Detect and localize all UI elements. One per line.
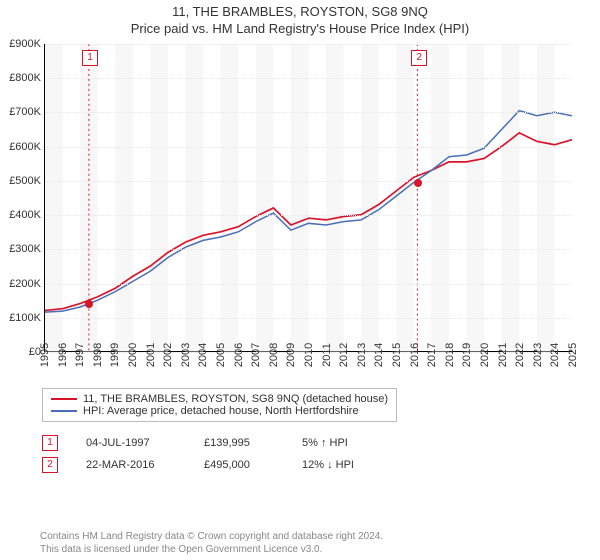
x-axis-label: 2010 [303, 343, 315, 367]
line-series [45, 44, 572, 351]
legend-item: HPI: Average price, detached house, Nort… [51, 405, 388, 417]
legend-item: 11, THE BRAMBLES, ROYSTON, SG8 9NQ (deta… [51, 393, 388, 405]
chart-container: { "title": "11, THE BRAMBLES, ROYSTON, S… [0, 0, 600, 560]
sale-marker-dot [414, 179, 422, 187]
sale-index-box: 1 [42, 435, 58, 451]
x-axis-label: 2025 [567, 343, 579, 367]
chart-title: 11, THE BRAMBLES, ROYSTON, SG8 9NQ [0, 0, 600, 19]
x-axis-label: 1995 [39, 343, 51, 367]
legend-swatch [51, 398, 77, 400]
x-axis-label: 2005 [215, 343, 227, 367]
legend: 11, THE BRAMBLES, ROYSTON, SG8 9NQ (deta… [42, 388, 397, 422]
x-axis-label: 2012 [338, 343, 350, 367]
attribution: Contains HM Land Registry data © Crown c… [40, 530, 383, 556]
chart-subtitle: Price paid vs. HM Land Registry's House … [0, 19, 600, 36]
sale-index-box: 2 [42, 457, 58, 473]
x-axis-label: 2000 [127, 343, 139, 367]
x-axis-label: 2013 [356, 343, 368, 367]
x-axis-label: 2023 [532, 343, 544, 367]
x-axis-label: 2004 [197, 343, 209, 367]
x-axis-label: 2022 [514, 343, 526, 367]
legend-label: 11, THE BRAMBLES, ROYSTON, SG8 9NQ (deta… [83, 393, 388, 405]
x-axis-label: 1999 [109, 343, 121, 367]
x-axis-label: 2008 [268, 343, 280, 367]
x-axis-label: 2017 [426, 343, 438, 367]
legend-swatch [51, 410, 77, 412]
sale-marker-box: 2 [411, 50, 427, 66]
attribution-line: This data is licensed under the Open Gov… [40, 543, 383, 556]
x-axis-label: 2001 [145, 343, 157, 367]
x-axis-label: 2002 [162, 343, 174, 367]
gridline-h [45, 78, 572, 79]
x-axis-label: 2021 [497, 343, 509, 367]
legend-label: HPI: Average price, detached house, Nort… [83, 405, 359, 417]
gridline-h [45, 284, 572, 285]
x-axis-label: 1996 [57, 343, 69, 367]
x-axis-label: 2011 [321, 343, 333, 367]
y-axis-label: £900K [9, 38, 41, 50]
sale-date: 22-MAR-2016 [86, 459, 176, 471]
sale-row: 2 22-MAR-2016 £495,000 12% ↓ HPI [42, 454, 354, 476]
gridline-h [45, 44, 572, 45]
x-axis-label: 2018 [444, 343, 456, 367]
x-axis-label: 2007 [250, 343, 262, 367]
sale-marker-dot [85, 300, 93, 308]
x-axis-label: 2014 [373, 343, 385, 367]
sale-delta: 5% ↑ HPI [302, 437, 348, 449]
plot-area: £0£100K£200K£300K£400K£500K£600K£700K£80… [44, 44, 572, 352]
x-axis-label: 2020 [479, 343, 491, 367]
gridline-h [45, 318, 572, 319]
sale-price: £495,000 [204, 459, 274, 471]
gridline-h [45, 181, 572, 182]
x-axis-label: 2015 [391, 343, 403, 367]
sales-table: 1 04-JUL-1997 £139,995 5% ↑ HPI 2 22-MAR-2016… [42, 432, 354, 476]
x-axis-label: 2016 [409, 343, 421, 367]
y-axis-label: £100K [9, 312, 41, 324]
y-axis-label: £600K [9, 141, 41, 153]
y-axis-label: £300K [9, 243, 41, 255]
y-axis-label: £400K [9, 209, 41, 221]
sale-row: 1 04-JUL-1997 £139,995 5% ↑ HPI [42, 432, 354, 454]
y-axis-label: £800K [9, 72, 41, 84]
x-axis-label: 2009 [285, 343, 297, 367]
y-axis-label: £200K [9, 278, 41, 290]
y-axis-label: £700K [9, 106, 41, 118]
gridline-h [45, 112, 572, 113]
sale-price: £139,995 [204, 437, 274, 449]
x-axis-label: 1998 [92, 343, 104, 367]
x-axis-label: 2003 [180, 343, 192, 367]
sale-date: 04-JUL-1997 [86, 437, 176, 449]
x-axis-label: 2019 [461, 343, 473, 367]
y-axis-label: £500K [9, 175, 41, 187]
sale-delta: 12% ↓ HPI [302, 459, 354, 471]
x-axis-label: 1997 [74, 343, 86, 367]
gridline-h [45, 249, 572, 250]
x-axis-label: 2006 [233, 343, 245, 367]
x-axis-label: 2024 [549, 343, 561, 367]
sale-marker-box: 1 [82, 50, 98, 66]
gridline-h [45, 215, 572, 216]
gridline-h [45, 147, 572, 148]
attribution-line: Contains HM Land Registry data © Crown c… [40, 530, 383, 543]
